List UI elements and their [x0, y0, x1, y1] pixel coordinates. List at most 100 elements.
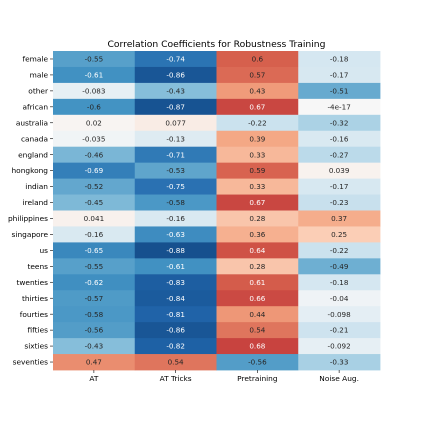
heatmap-cell [53, 354, 136, 371]
cell-value-label: -0.62 [85, 278, 104, 287]
cell-value-label: 0.43 [249, 86, 265, 95]
heatmap-cell [134, 210, 217, 227]
cell-value-label: -0.092 [328, 342, 351, 351]
cell-value-label: 0.33 [249, 182, 265, 191]
cell-value-label: -0.82 [166, 342, 185, 351]
heatmap-cell [298, 354, 381, 371]
row-label: seventies [13, 358, 49, 367]
row-label: female [23, 55, 49, 64]
cell-value-label: -0.22 [248, 118, 267, 127]
cell-value-label: -0.84 [166, 294, 185, 303]
row-label: canada [21, 134, 48, 143]
heatmap-cell [298, 226, 381, 243]
heatmap-cell [216, 146, 299, 164]
row-label: thirties [22, 294, 48, 303]
row-label: england [18, 150, 48, 159]
cell-value-label: -0.57 [85, 294, 104, 303]
cell-value-label: -0.58 [85, 310, 104, 319]
heatmap-cell [53, 82, 136, 100]
heatmap-cell [53, 194, 136, 211]
row-label: fourties [20, 310, 48, 319]
heatmap-cell [53, 51, 136, 68]
cell-value-label: 0.37 [331, 214, 347, 223]
heatmap-cell [216, 258, 299, 275]
cell-value-label: -0.43 [85, 342, 104, 351]
cell-value-label: -0.74 [166, 55, 185, 64]
heatmap-cell [298, 306, 381, 323]
heatmap-cell [298, 322, 381, 339]
heatmap-cell [53, 258, 136, 275]
cell-value-label: -0.87 [166, 102, 185, 111]
heatmap-cell [134, 306, 217, 323]
cell-value-label: 0.54 [249, 326, 265, 335]
heatmap-cell [53, 210, 136, 227]
cell-value-label: -0.27 [330, 150, 349, 159]
heatmap-cell [53, 338, 136, 355]
heatmap-cell [298, 242, 381, 259]
heatmap-cell [216, 51, 299, 68]
row-label: indian [25, 182, 48, 191]
cell-value-label: 0.59 [249, 166, 265, 175]
row-label: african [23, 102, 49, 111]
cell-value-label: -0.17 [330, 71, 349, 80]
cell-value-label: 0.67 [249, 102, 265, 111]
heatmap-cell [216, 210, 299, 227]
heatmap-cell [134, 162, 217, 179]
cell-value-label: -0.33 [330, 358, 349, 367]
cell-value-label: -0.098 [328, 310, 352, 319]
cell-value-label: -0.75 [166, 182, 185, 191]
heatmap-cell [134, 178, 217, 195]
heatmap-cell [298, 114, 381, 132]
heatmap-cell [53, 130, 136, 148]
cell-value-label: 0.36 [249, 230, 265, 239]
cell-value-label: -0.17 [330, 182, 349, 191]
cell-value-label: -0.035 [82, 134, 105, 143]
heatmap-cell [134, 290, 217, 307]
heatmap-cell [216, 66, 299, 84]
heatmap-cells: -0.55 -0.74 0.6 -0.18 -0.61 -0.86 0.57 -0.17 -0.… [53, 51, 381, 371]
row-label: philippines [8, 214, 48, 223]
heatmap-cell [216, 290, 299, 307]
heatmap-cell [216, 178, 299, 195]
cell-value-label: 0.47 [86, 358, 102, 367]
heatmap-cell [298, 258, 381, 275]
cell-value-label: 0.39 [249, 134, 265, 143]
cell-value-label: 0.041 [84, 214, 105, 223]
cell-value-label: -0.58 [166, 198, 185, 207]
heatmap-cell [53, 242, 136, 259]
cell-value-label: 0.6 [252, 55, 264, 64]
column-labels: AT AT Tricks Pretraining Noise Aug. [89, 370, 359, 383]
heatmap-cell [216, 226, 299, 243]
cell-value-label: 0.66 [249, 294, 265, 303]
heatmap-cell [298, 162, 381, 179]
cell-value-label: -0.46 [85, 150, 104, 159]
row-label: male [30, 71, 49, 80]
heatmap-cell [298, 146, 381, 164]
column-label: AT Tricks [160, 374, 192, 383]
heatmap-cell [298, 274, 381, 291]
cell-value-label: 0.077 [165, 118, 186, 127]
heatmap-cell [298, 51, 381, 68]
row-label: twenties [16, 278, 48, 287]
heatmap-cell [53, 178, 136, 195]
cell-value-label: 0.61 [249, 278, 265, 287]
heatmap-cell [134, 322, 217, 339]
heatmap-cell [134, 274, 217, 291]
heatmap-cell [216, 162, 299, 179]
row-label: singapore [12, 230, 49, 239]
heatmap-cell [134, 130, 217, 148]
cell-value-label: 0.02 [86, 118, 102, 127]
cell-value-label: -0.83 [166, 278, 185, 287]
heatmap-cell [298, 66, 381, 84]
row-labels: female male other african australia canada eng… [8, 55, 53, 367]
heatmap-cell [134, 98, 217, 116]
heatmap-cell [134, 66, 217, 84]
cell-value-label: 0.57 [249, 71, 265, 80]
heatmap-cell [298, 98, 381, 116]
column-label: Pretraining [237, 374, 278, 383]
cell-value-label: -0.16 [330, 134, 349, 143]
cell-value-label: 0.44 [249, 310, 265, 319]
chart-title: Correlation Coefficients for Robustness … [108, 39, 326, 50]
cell-value-label: 0.28 [249, 262, 265, 271]
heatmap-cell [134, 338, 217, 355]
